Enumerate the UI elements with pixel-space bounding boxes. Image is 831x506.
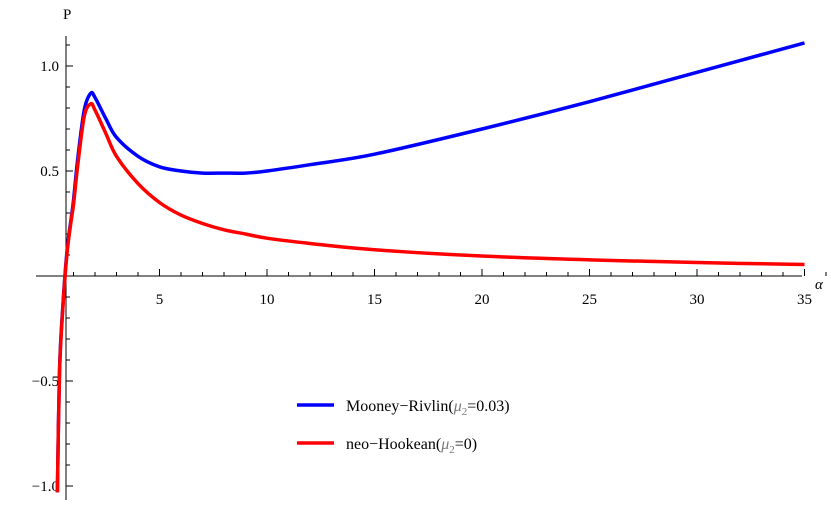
x-tick-label: 5 — [156, 292, 164, 308]
series-group — [55, 41, 805, 493]
x-axis-title: α — [815, 277, 824, 293]
legend-mu-subscript: 2 — [462, 406, 468, 418]
legend-paren-close: ) — [472, 436, 477, 453]
y-tick-label: −1.0 — [32, 479, 59, 495]
legend-item-mooney-rivlin: Mooney−Rivlin(μ2=0.03) — [297, 398, 510, 418]
axes-group — [36, 36, 802, 500]
legend-mu-symbol: μ — [453, 398, 462, 415]
legend-label-neo-hookean: neo−Hookean(μ2=0) — [346, 436, 477, 456]
y-tick-label: 1.0 — [40, 59, 59, 75]
x-tick-label: 20 — [475, 292, 490, 308]
y-ticks-group: −1.0 −0.5 0.5 1.0 — [32, 44, 73, 495]
series-line-neo-hookean — [55, 101, 805, 493]
legend-label-mooney-rivlin: Mooney−Rivlin(μ2=0.03) — [346, 398, 510, 418]
legend: Mooney−Rivlin(μ2=0.03) neo−Hookean(μ2=0) — [297, 398, 510, 456]
x-tick-label: 30 — [690, 292, 705, 308]
x-tick-label: 10 — [260, 292, 275, 308]
x-tick-label: 25 — [582, 292, 597, 308]
legend-param-mooney-rivlin: =0.03 — [467, 398, 504, 415]
series-line-mooney-rivlin — [55, 41, 805, 493]
legend-paren-open: ( — [436, 436, 441, 453]
legend-mu-subscript: 2 — [449, 444, 455, 456]
x-tick-label: 15 — [367, 292, 382, 308]
y-tick-label: 0.5 — [40, 164, 59, 180]
x-ticks-group: 5 10 15 20 25 30 35 — [73, 269, 827, 308]
x-tick-label: 35 — [797, 292, 812, 308]
legend-name-mooney-rivlin: Mooney−Rivlin — [346, 398, 448, 415]
y-tick-label: −0.5 — [32, 374, 59, 390]
legend-paren-close: ) — [504, 398, 509, 415]
legend-param-neo-hookean: =0 — [455, 436, 472, 453]
legend-paren-open: ( — [448, 398, 453, 415]
legend-mu-symbol: μ — [440, 436, 449, 453]
legend-item-neo-hookean: neo−Hookean(μ2=0) — [297, 436, 477, 456]
legend-name-neo-hookean: neo−Hookean — [346, 436, 436, 453]
y-axis-title: P — [63, 7, 71, 23]
